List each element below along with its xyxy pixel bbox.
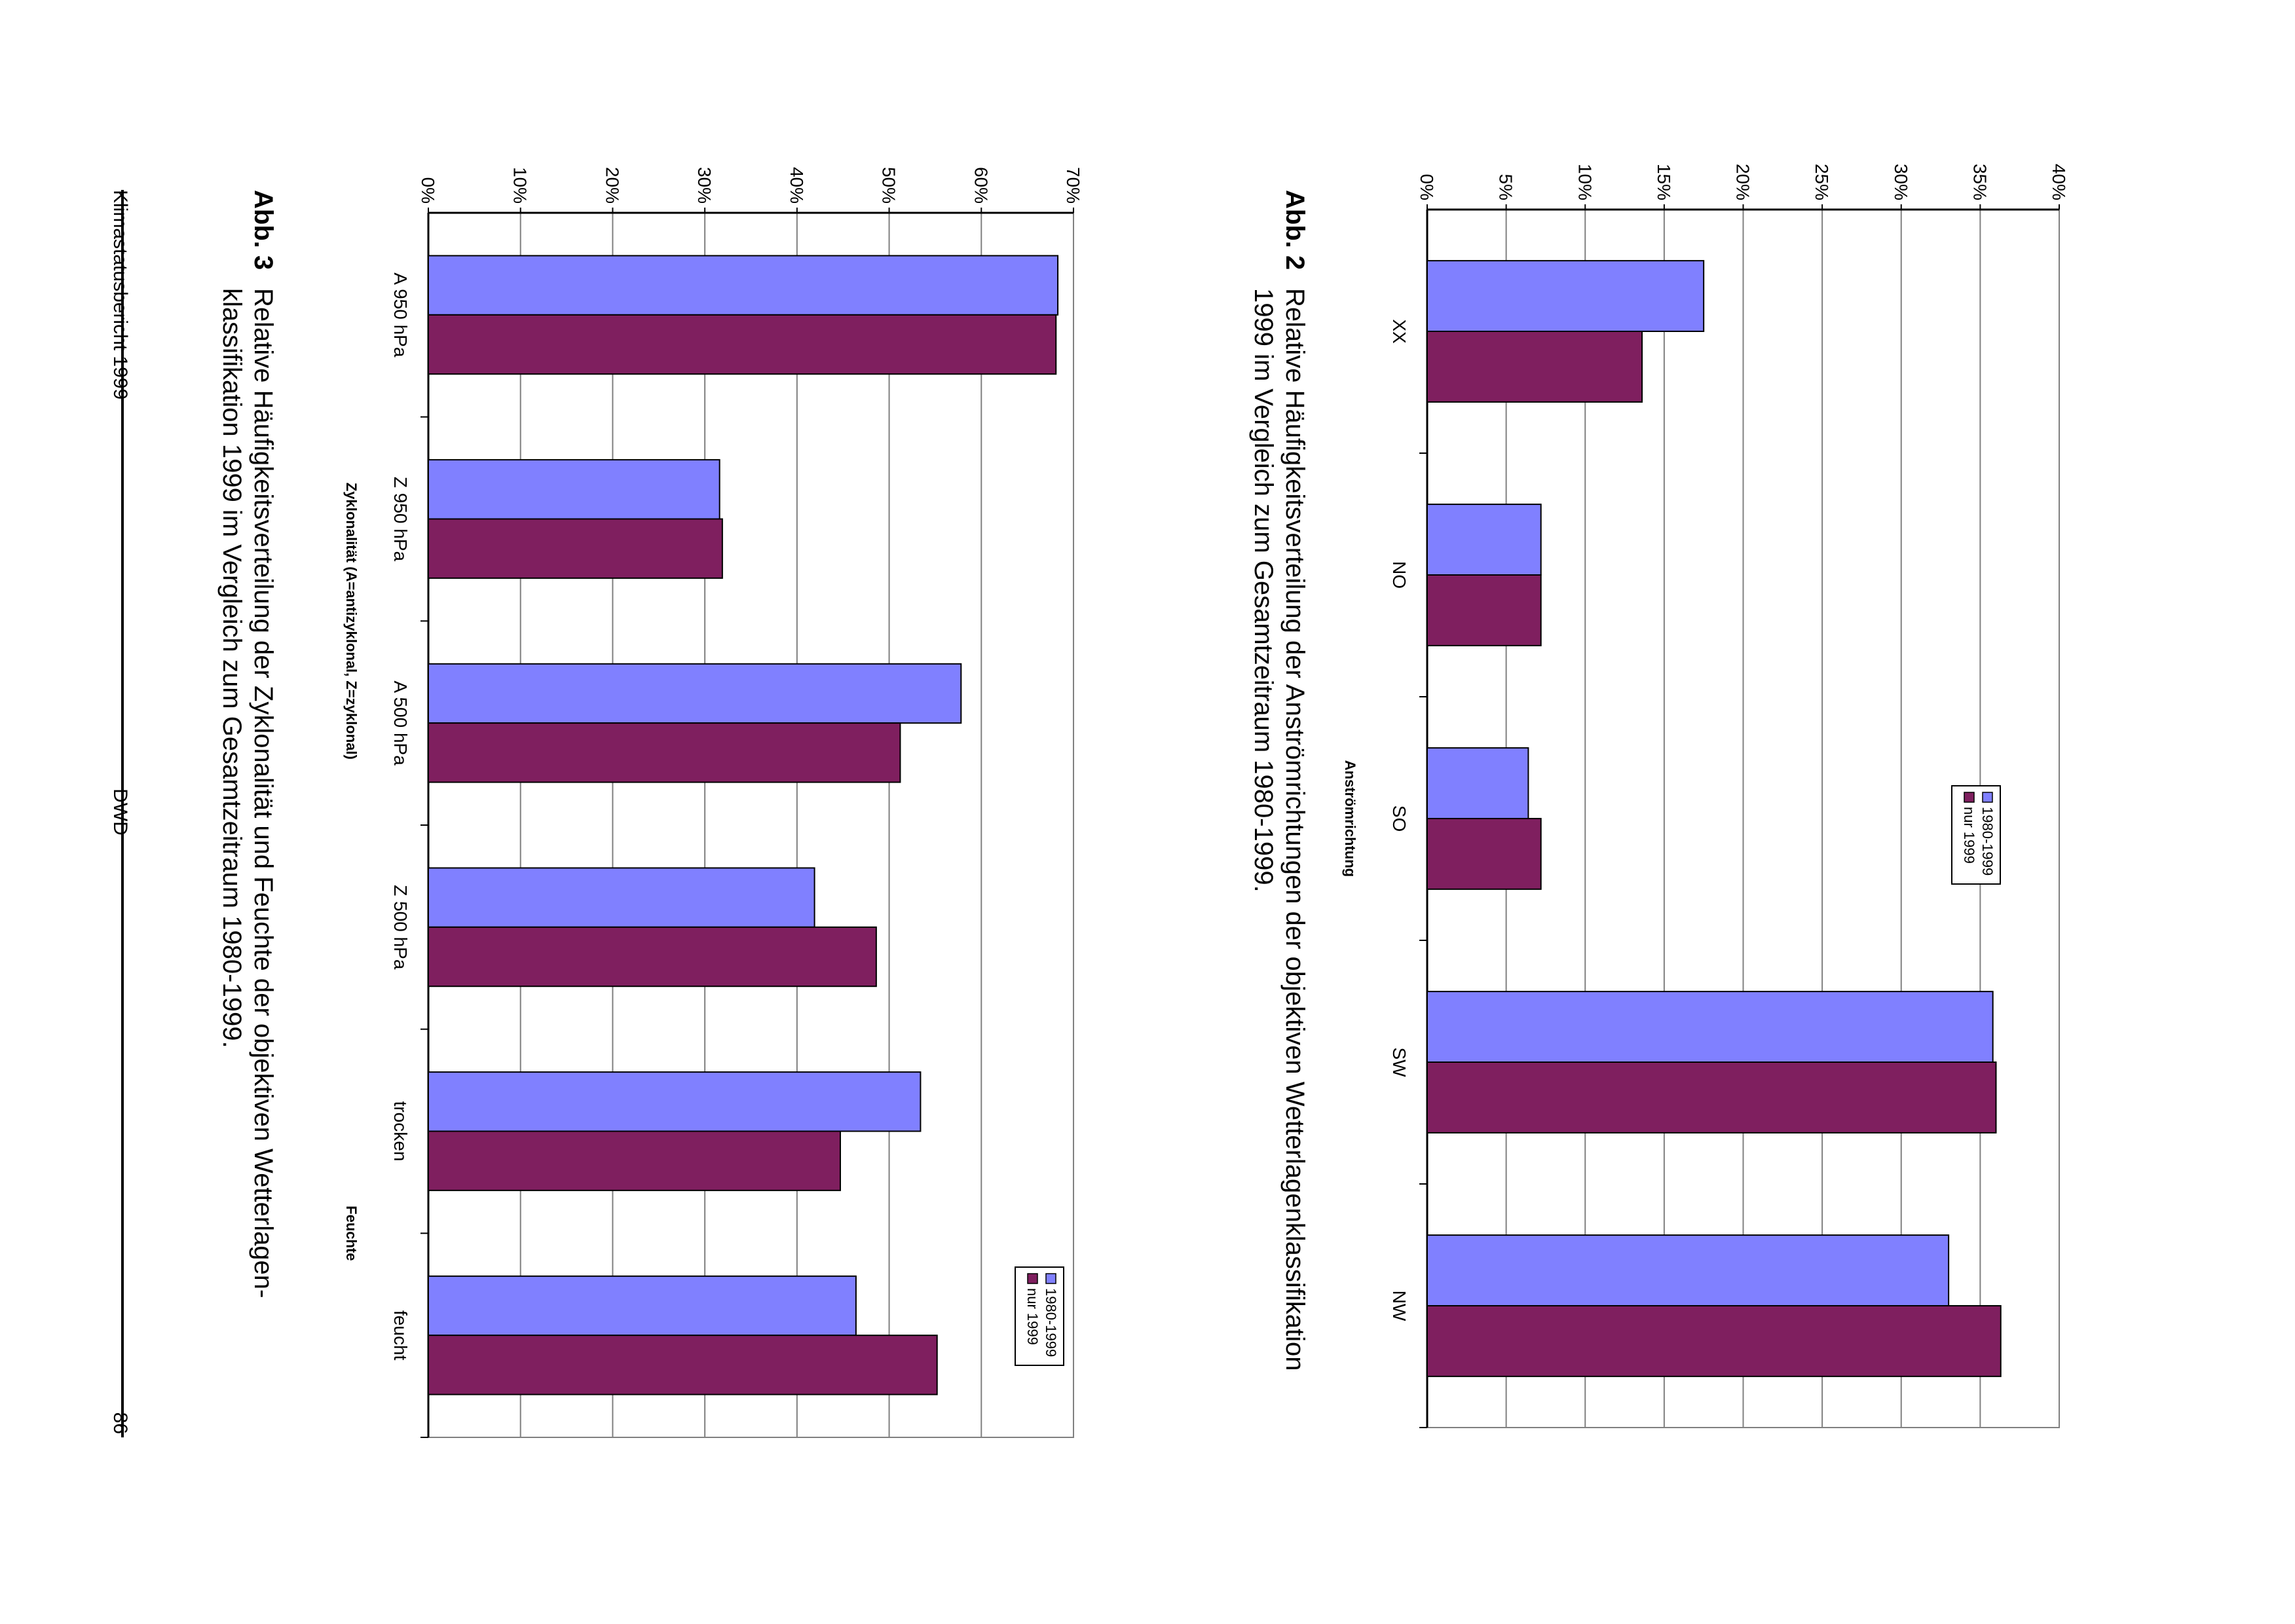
bar-1980-1999: [1427, 260, 1705, 332]
bar-nur-1999: [1427, 1061, 1997, 1134]
figure-label: Abb. 2: [1280, 190, 1309, 270]
y-tick-label: 20%: [1733, 164, 1753, 200]
figure-label: Abb. 3: [249, 190, 278, 270]
legend-box: [1951, 785, 2001, 885]
bar-1980-1999: [1427, 991, 1994, 1063]
y-tick-label: 30%: [694, 167, 715, 204]
y-tick-label: 60%: [971, 167, 991, 204]
legend-swatch: [1964, 792, 1975, 803]
legend-label: 1980-1999: [1979, 807, 1996, 876]
category-label: SO: [1389, 805, 1409, 832]
caption-line-2: 1999 im Vergleich zum Gesamtzeitraum 198…: [1249, 288, 1278, 893]
legend-box: [1015, 1266, 1064, 1366]
category-label: Z 950 hPa: [390, 477, 411, 562]
bar-1980-1999: [427, 867, 815, 928]
bar-nur-1999: [427, 722, 901, 783]
bar-1980-1999: [1426, 504, 1542, 576]
category-label: NO: [1389, 561, 1409, 589]
legend-label: 1980-1999: [1043, 1288, 1059, 1357]
bar-nur-1999: [428, 518, 723, 579]
caption-line-1: Relative Häufigkeitsverteilung der Anstr…: [1280, 288, 1309, 1371]
y-tick-label: 10%: [1575, 164, 1595, 200]
bar-nur-1999: [1426, 331, 1643, 403]
y-tick-label: 20%: [602, 167, 622, 204]
bar-nur-1999: [428, 314, 1057, 375]
legend-swatch: [1045, 1273, 1056, 1284]
category-label: A 500 hPa: [390, 681, 411, 766]
bar-nur-1999: [1426, 818, 1542, 890]
page-header: Klimastatusbericht 1999 DWD 86: [109, 190, 131, 1437]
bar-1980-1999: [1427, 747, 1529, 819]
plot-area: [428, 212, 1074, 1438]
category-label: XX: [1389, 319, 1409, 344]
bar-1980-1999: [428, 1275, 857, 1337]
bar-1980-1999: [428, 459, 720, 520]
category-label: trocken: [390, 1101, 411, 1162]
bar-nur-1999: [428, 1335, 938, 1395]
caption-line-2: klassifikation 1999 im Vergleich zum Ges…: [217, 288, 246, 1048]
bar-1980-1999: [428, 255, 1059, 316]
chart-zyklonalitaet-feuchte: 0% 10% 20% 30% 40% 50% 60% 70% A 950 hPa Z 950 hP…: [343, 167, 1083, 1438]
category-label: NW: [1389, 1291, 1409, 1321]
y-tick-label: 40%: [2049, 164, 2069, 200]
y-tick-label: 10%: [510, 167, 531, 204]
page-number: 86: [109, 1412, 131, 1434]
bar-1980-1999: [1427, 1234, 1950, 1306]
y-tick-label: 70%: [1063, 167, 1083, 204]
x-axis-title: Anströmrichtung: [1342, 760, 1358, 877]
header-left: Klimastatusbericht 1999: [109, 190, 131, 399]
y-tick-label: 50%: [879, 167, 899, 204]
caption-abb-3: Abb. 3 Relative Häufigkeitsverteilung de…: [217, 190, 278, 1298]
y-tick-label: 5%: [1496, 174, 1516, 200]
chart-anstroemrichtung: 0% 5% 10% 15% 20% 25% 30% 35% 40% XX NO SO SW NW Anstr…: [1342, 164, 2069, 1428]
category-label: Z 500 hPa: [390, 885, 411, 970]
y-tick-label: 15%: [1654, 164, 1674, 200]
y-tick-label: 35%: [1969, 164, 1990, 200]
legend-label: nur 1999: [1024, 1288, 1041, 1345]
header-center: DWD: [109, 788, 131, 836]
y-tick-label: 0%: [418, 177, 438, 204]
category-label: feucht: [390, 1310, 411, 1360]
caption-line-1: Relative Häufigkeitsverteilung der Zyklo…: [249, 288, 278, 1298]
y-tick-label: 40%: [787, 167, 807, 204]
bar-nur-1999: [428, 1130, 841, 1191]
bar-nur-1999: [1426, 574, 1542, 646]
legend-swatch: [1027, 1273, 1038, 1284]
group-label: Feuchte: [343, 1206, 360, 1261]
caption-abb-2: Abb. 2 Relative Häufigkeitsverteilung de…: [1249, 190, 1309, 1371]
bar-1980-1999: [428, 1071, 922, 1132]
bar-1980-1999: [428, 663, 962, 724]
category-label: A 950 hPa: [390, 272, 411, 358]
y-tick-label: 0%: [1417, 174, 1437, 200]
y-tick-label: 25%: [1812, 164, 1832, 200]
category-label: SW: [1389, 1047, 1409, 1077]
bar-nur-1999: [1427, 1305, 2002, 1377]
legend-label: nur 1999: [1961, 807, 1977, 864]
bar-nur-1999: [427, 926, 877, 987]
legend-swatch: [1982, 792, 1993, 803]
group-label: Zyklonalität (A=antizyklonal, Z=zyklonal…: [343, 483, 360, 760]
y-tick-label: 30%: [1891, 164, 1911, 200]
